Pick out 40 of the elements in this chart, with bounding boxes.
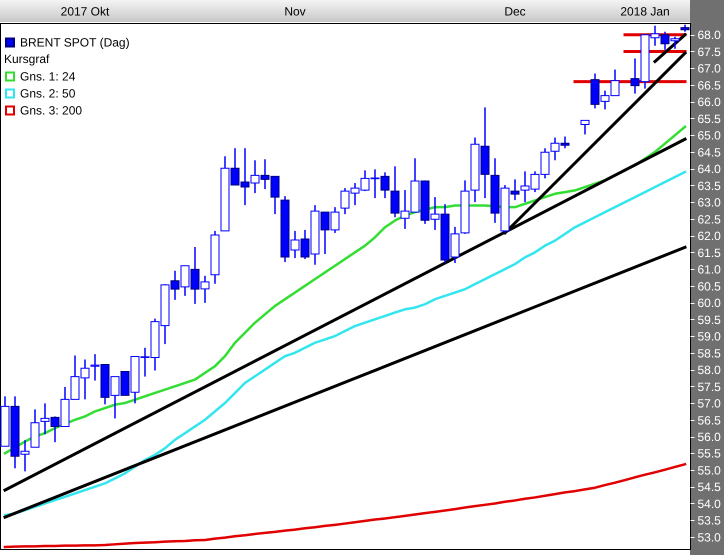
y-tick-label: 61.5 — [698, 246, 722, 260]
y-tick-label: 53.5 — [698, 514, 722, 528]
y-tick-label: 67.0 — [698, 62, 722, 76]
y-tick-label: 66.5 — [698, 78, 722, 92]
legend-label: BRENT SPOT (Dag) — [20, 36, 130, 50]
y-tick-label: 64.0 — [698, 162, 722, 176]
y-tick-label: 66.0 — [698, 95, 722, 110]
y-tick-label: 53.0 — [698, 530, 722, 544]
y-tick-label: 55.5 — [698, 446, 722, 461]
y-tick-label: 59.5 — [698, 312, 722, 327]
y-tick-label: 58.0 — [698, 363, 722, 378]
y-tick-label: 65.0 — [698, 128, 722, 143]
y-tick-label: 62.5 — [698, 212, 722, 226]
legend-label: Gns. 2: 50 — [20, 86, 76, 100]
y-tick-label: 67.5 — [698, 44, 722, 59]
x-tick-label: 2018 Jan — [620, 4, 670, 18]
x-tick-label: 2017 Okt — [60, 4, 110, 18]
y-tick-label: 60.5 — [698, 279, 722, 294]
y-tick-label: 63.0 — [698, 196, 722, 210]
legend-label: Gns. 1: 24 — [20, 70, 76, 84]
y-tick-label: 64.5 — [698, 145, 722, 160]
y-tick-label: 57.5 — [698, 380, 722, 394]
x-tick-label: Dec — [504, 4, 526, 18]
y-tick-label: 61.0 — [698, 262, 722, 277]
legend-title: Kursgraf — [4, 52, 50, 66]
y-tick-label: 57.0 — [698, 396, 722, 411]
y-tick-label: 56.0 — [698, 430, 722, 444]
y-tick-label: 55.0 — [698, 463, 722, 478]
y-tick-label: 58.5 — [698, 346, 722, 360]
y-tick-label: 60.0 — [698, 296, 722, 310]
legend-label: Gns. 3: 200 — [20, 104, 82, 118]
y-tick-label: 59.0 — [698, 330, 722, 344]
y-tick-label: 68.0 — [698, 28, 722, 42]
y-tick-label: 54.0 — [698, 496, 722, 511]
y-tick-label: 63.5 — [698, 178, 722, 193]
x-tick-label: Nov — [284, 4, 306, 18]
y-tick-label: 62.0 — [698, 229, 722, 244]
y-tick-label: 65.5 — [698, 112, 722, 126]
y-tick-label: 56.5 — [698, 413, 722, 428]
y-tick-label: 54.5 — [698, 480, 722, 494]
